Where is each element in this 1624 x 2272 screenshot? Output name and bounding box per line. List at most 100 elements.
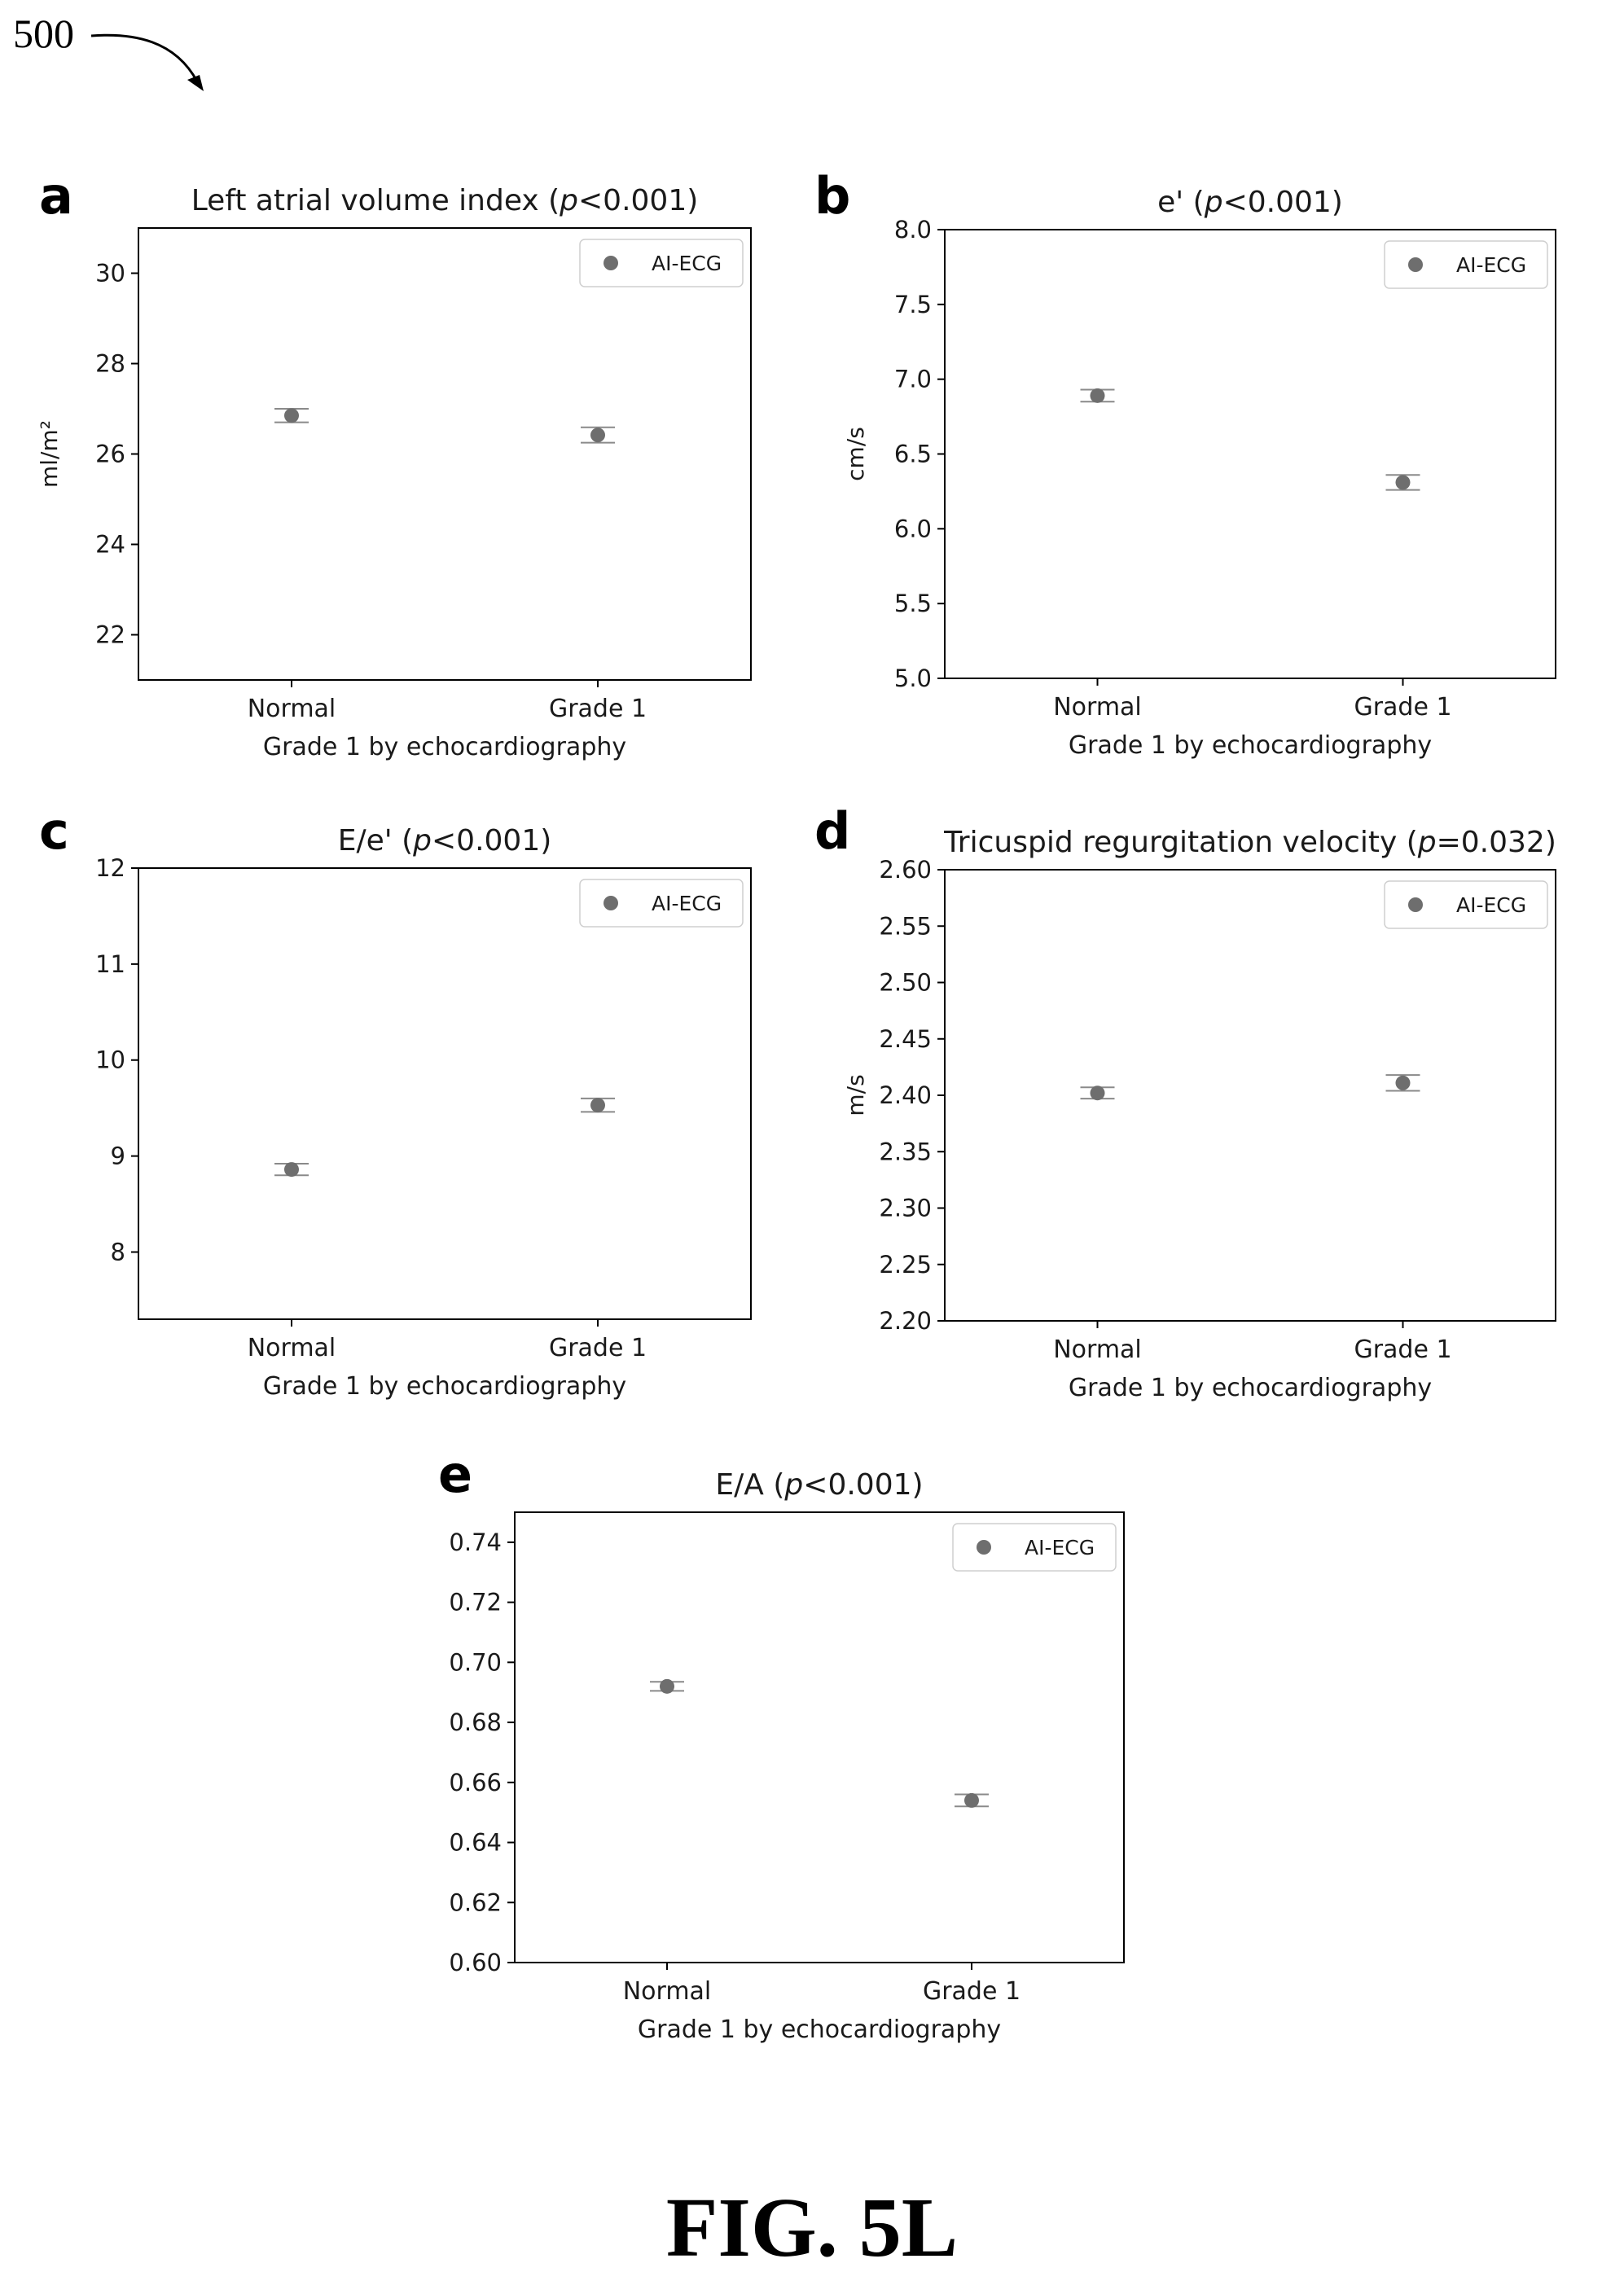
y-tick-label: 0.64 bbox=[449, 1829, 502, 1857]
y-tick-label: 2.40 bbox=[879, 1081, 932, 1109]
reference-arrow-head-icon bbox=[187, 75, 204, 91]
panel-letter: b bbox=[814, 166, 850, 226]
y-tick-label: 9 bbox=[111, 1143, 125, 1170]
legend-label: AI-ECG bbox=[652, 892, 722, 915]
chart-title-text: Tricuspid regurgitation velocity ( bbox=[943, 826, 1418, 859]
legend-box bbox=[579, 879, 744, 928]
legend-label: AI-ECG bbox=[1456, 893, 1526, 917]
plot-frame bbox=[944, 869, 1556, 1322]
chart-panel-c: c E/e' (p<0.001) 8 9 10 11 12 Normal Grade 1 Grad… bbox=[39, 801, 752, 1401]
x-tick-label: Grade 1 bbox=[1354, 693, 1451, 722]
plot-frame bbox=[944, 229, 1556, 679]
data-point bbox=[964, 1792, 979, 1808]
y-tick-label: 6.5 bbox=[894, 441, 932, 468]
data-point bbox=[284, 1162, 299, 1178]
y-tick-label: 2.45 bbox=[879, 1025, 932, 1053]
y-tick-label: 5.5 bbox=[894, 590, 932, 617]
figure-reference: 500 bbox=[13, 11, 204, 91]
chart-title: Tricuspid regurgitation velocity (p=0.03… bbox=[943, 826, 1556, 859]
y-tick-label: 8.0 bbox=[894, 216, 932, 243]
x-tick-label: Grade 1 bbox=[549, 695, 647, 723]
y-axis-label: ml/m² bbox=[36, 420, 63, 488]
legend-label: AI-ECG bbox=[652, 252, 722, 275]
legend-marker bbox=[977, 1540, 991, 1555]
plot-frame bbox=[138, 867, 752, 1320]
x-axis-label: Grade 1 by echocardiography bbox=[263, 733, 626, 761]
y-tick-label: 12 bbox=[95, 854, 125, 882]
legend-label: AI-ECG bbox=[1025, 1536, 1095, 1559]
data-point bbox=[1395, 1075, 1411, 1090]
y-tick-label: 2.25 bbox=[879, 1251, 932, 1279]
y-tick-label: 24 bbox=[95, 531, 125, 559]
y-tick-label: 10 bbox=[95, 1046, 125, 1074]
y-tick-label: 28 bbox=[95, 350, 125, 378]
data-point bbox=[1395, 475, 1411, 490]
panel-letter: e bbox=[438, 1445, 472, 1504]
y-tick-label: 0.70 bbox=[449, 1648, 502, 1676]
plot-frame bbox=[514, 1511, 1125, 1963]
y-tick-label: 2.30 bbox=[879, 1195, 932, 1222]
chart-title-p-symbol: p bbox=[559, 184, 578, 217]
chart-title-p-value: <0.001) bbox=[1223, 186, 1343, 219]
legend-box bbox=[1384, 880, 1548, 929]
chart-title-text: E/e' ( bbox=[338, 824, 413, 857]
data-point bbox=[1090, 388, 1105, 403]
x-tick-label: Normal bbox=[248, 1334, 336, 1362]
y-tick-label: 0.74 bbox=[449, 1529, 502, 1556]
chart-panel-d: d Tricuspid regurgitation velocity (p=0.0… bbox=[814, 801, 1556, 1402]
legend-box bbox=[952, 1523, 1117, 1572]
legend-marker bbox=[1408, 257, 1423, 272]
x-tick-label: Grade 1 bbox=[1354, 1336, 1451, 1364]
y-tick-label: 8 bbox=[111, 1238, 125, 1265]
chart-title-text: E/A ( bbox=[715, 1468, 784, 1502]
panel-letter: a bbox=[39, 166, 73, 226]
legend-box bbox=[579, 239, 744, 287]
reference-arrow-line bbox=[90, 33, 199, 82]
y-tick-label: 2.50 bbox=[879, 969, 932, 997]
y-tick-label: 0.60 bbox=[449, 1949, 502, 1976]
x-axis-label: Grade 1 by echocardiography bbox=[638, 2015, 1001, 2044]
chart-panel-b: b e' (p<0.001) 5.0 5.5 6.0 6.5 7.0 7.5 8.0 cm/s No… bbox=[814, 166, 1556, 760]
chart-title-p-value: <0.001) bbox=[803, 1468, 923, 1502]
legend-marker bbox=[1408, 897, 1423, 912]
y-tick-label: 0.68 bbox=[449, 1708, 502, 1736]
chart-title: E/e' (p<0.001) bbox=[338, 824, 552, 857]
figure-reference-number: 500 bbox=[13, 11, 74, 56]
x-tick-label: Grade 1 bbox=[549, 1334, 647, 1362]
y-tick-label: 11 bbox=[95, 950, 125, 978]
plot-frame bbox=[138, 227, 752, 681]
chart-panels: a Left atrial volume index (p<0.001)22242… bbox=[36, 166, 1556, 2044]
y-axis-label: m/s bbox=[842, 1074, 869, 1116]
legend-label: AI-ECG bbox=[1456, 253, 1526, 277]
chart-title: Left atrial volume index (p<0.001) bbox=[191, 184, 699, 217]
x-tick-label: Grade 1 bbox=[923, 1977, 1020, 2006]
y-tick-label: 0.66 bbox=[449, 1769, 502, 1796]
chart-title: e' (p<0.001) bbox=[1157, 186, 1343, 219]
y-axis-label: cm/s bbox=[842, 427, 869, 481]
x-tick-label: Normal bbox=[1053, 693, 1142, 722]
chart-title-p-value: <0.001) bbox=[578, 184, 698, 217]
chart-title: E/A (p<0.001) bbox=[715, 1468, 923, 1502]
data-point bbox=[590, 1098, 605, 1113]
y-tick-label: 5.0 bbox=[894, 664, 932, 692]
chart-panel-a: a Left atrial volume index (p<0.001) 22 24 2… bbox=[36, 166, 752, 761]
y-tick-label: 30 bbox=[95, 260, 125, 287]
y-tick-label: 7.0 bbox=[894, 366, 932, 393]
chart-title-p-value: =0.032) bbox=[1437, 826, 1556, 859]
data-point bbox=[284, 408, 299, 423]
panel-letter: c bbox=[39, 801, 69, 861]
legend-box bbox=[1384, 240, 1548, 289]
legend-marker bbox=[604, 896, 618, 910]
y-tick-label: 0.62 bbox=[449, 1888, 502, 1916]
x-tick-label: Normal bbox=[248, 695, 336, 723]
x-axis-label: Grade 1 by echocardiography bbox=[1069, 1374, 1432, 1402]
x-axis-label: Grade 1 by echocardiography bbox=[263, 1372, 626, 1401]
chart-title-text: Left atrial volume index ( bbox=[191, 184, 560, 217]
y-tick-label: 26 bbox=[95, 441, 125, 468]
y-tick-label: 2.55 bbox=[879, 912, 932, 940]
data-point bbox=[660, 1678, 674, 1694]
chart-panel-e: e E/A (p<0.001) 0.60 0.62 0.64 0.66 0.68 0.70 0.… bbox=[438, 1445, 1125, 2044]
x-axis-label: Grade 1 by echocardiography bbox=[1069, 731, 1432, 760]
chart-title-p-symbol: p bbox=[412, 824, 432, 857]
